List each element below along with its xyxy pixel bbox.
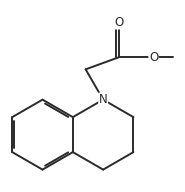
Text: O: O: [149, 51, 158, 64]
Text: N: N: [99, 93, 107, 106]
Text: O: O: [114, 16, 123, 29]
